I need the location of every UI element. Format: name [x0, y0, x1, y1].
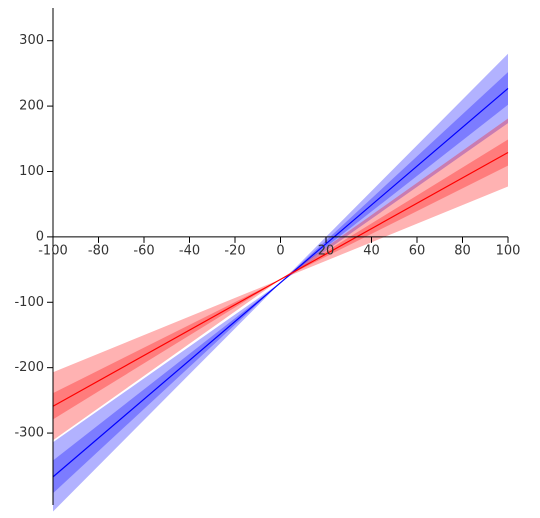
line — [52, 87, 509, 478]
y-tick-label: -100 — [14, 295, 44, 310]
x-tick-label: -60 — [133, 243, 154, 258]
y-tick-label: 200 — [19, 99, 44, 114]
x-tick-label: 40 — [363, 243, 380, 258]
line — [52, 151, 509, 407]
x-tick-label: 0 — [276, 243, 284, 258]
x-tick-label: -40 — [179, 243, 200, 258]
x-tick-label: -80 — [88, 243, 109, 258]
y-tick-label: 0 — [36, 229, 44, 244]
confidence-band — [53, 139, 508, 420]
y-tick-label: -200 — [14, 360, 44, 375]
x-tick-label: 20 — [318, 243, 335, 258]
y-tick-label: -300 — [14, 426, 44, 441]
x-tick-label: 60 — [409, 243, 426, 258]
y-tick-label: 300 — [19, 33, 44, 48]
confidence-band — [53, 118, 508, 441]
x-tick-label: -100 — [38, 243, 68, 258]
x-tick-label: 80 — [454, 243, 471, 258]
y-tick-label: 100 — [19, 164, 44, 179]
x-tick-label: 100 — [496, 243, 521, 258]
confidence-band — [53, 72, 508, 494]
x-tick-label: -20 — [224, 243, 245, 258]
